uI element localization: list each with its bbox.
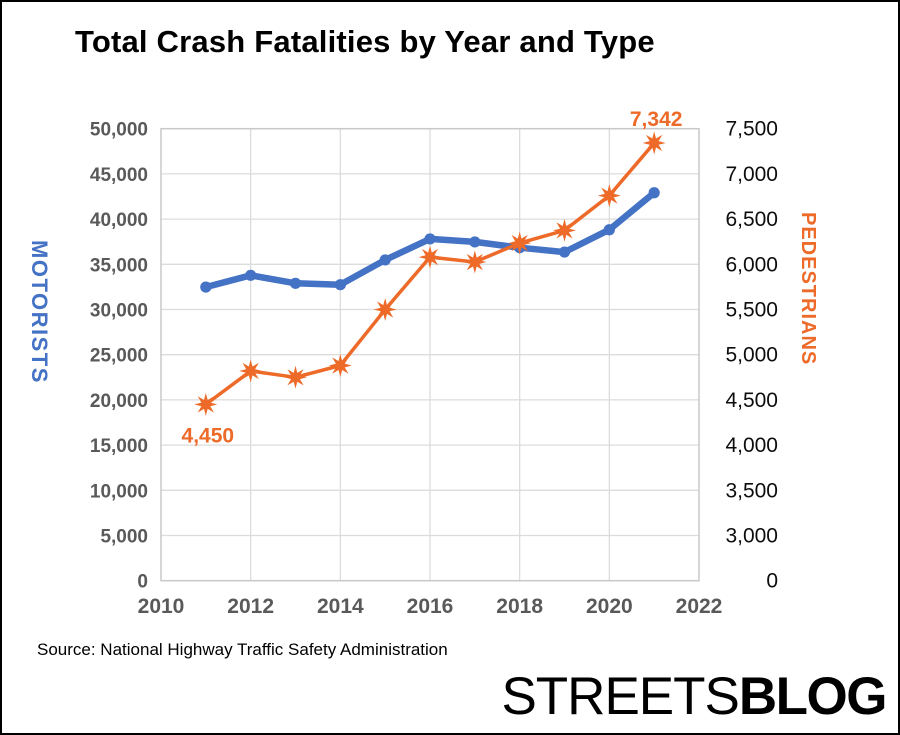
right-axis-tick: 0 xyxy=(766,570,778,593)
pedestrians-marker xyxy=(373,298,397,321)
right-axis-tick: 3,500 xyxy=(725,479,778,502)
right-axis-tick: 7,500 xyxy=(725,118,778,141)
left-axis-tick: 15,000 xyxy=(90,436,148,457)
streetsblog-logo: STREETSBLOG xyxy=(501,666,888,727)
right-axis-tick: 3,000 xyxy=(725,525,778,548)
left-axis-tick: 20,000 xyxy=(90,391,148,412)
source-note: Source: National Highway Traffic Safety … xyxy=(37,640,448,659)
pedestrians-marker xyxy=(418,245,442,269)
x-axis-tick: 2018 xyxy=(496,595,543,618)
plot-border xyxy=(160,127,700,582)
motorists-marker xyxy=(379,254,391,266)
right-axis-tick: 5,000 xyxy=(725,344,778,367)
motorists-marker xyxy=(469,236,481,248)
x-axis-tick: 2010 xyxy=(138,595,185,618)
pedestrians-marker xyxy=(328,354,352,377)
data-label-4450: 4,450 xyxy=(182,424,235,447)
right-axis-tick: 4,000 xyxy=(725,434,778,457)
right-axis-tick: 5,500 xyxy=(725,299,778,322)
chart-title: Total Crash Fatalities by Year and Type xyxy=(75,24,655,59)
x-axis-tick: 2016 xyxy=(407,595,454,618)
data-label-7342: 7,342 xyxy=(630,108,683,131)
x-axis-tick: 2022 xyxy=(676,595,723,618)
pedestrians-marker xyxy=(508,231,532,255)
right-axis-tick: 7,000 xyxy=(725,163,778,186)
left-axis-tick: 40,000 xyxy=(90,210,148,231)
right-axis-tick: 4,500 xyxy=(725,389,778,412)
left-axis-tick: 0 xyxy=(137,572,148,593)
left-axis-tick: 10,000 xyxy=(90,481,148,502)
x-axis-tick: 2014 xyxy=(317,595,364,618)
right-axis-tick: 6,500 xyxy=(725,208,778,231)
motorists-marker xyxy=(558,246,571,258)
logo-blog: BLOG xyxy=(738,667,888,726)
left-axis-tick: 50,000 xyxy=(90,120,148,141)
motorists-marker xyxy=(603,224,615,236)
pedestrians-marker xyxy=(463,250,487,274)
pedestrians-marker xyxy=(284,365,307,389)
motorists-marker xyxy=(424,233,436,245)
pedestrians-marker xyxy=(239,359,263,383)
left-axis-tick: 45,000 xyxy=(90,165,148,186)
pedestrians-marker xyxy=(553,218,576,242)
left-axis-tick: 35,000 xyxy=(90,255,148,276)
motorists-marker xyxy=(245,269,257,281)
left-axis-title: MOTORISTS xyxy=(27,240,52,384)
x-axis-tick: 2012 xyxy=(227,595,274,618)
motorists-marker xyxy=(289,277,302,289)
left-axis-tick: 5,000 xyxy=(100,527,148,548)
pedestrians-marker xyxy=(642,131,666,155)
pedestrians-marker xyxy=(597,184,621,208)
x-axis-tick: 2020 xyxy=(586,595,633,618)
right-axis-title: PEDESTRIANS xyxy=(797,212,819,366)
left-axis-tick: 25,000 xyxy=(90,346,148,367)
logo-streets: STREETS xyxy=(501,667,739,726)
motorists-marker xyxy=(334,279,346,291)
left-axis-tick: 30,000 xyxy=(90,301,148,322)
motorists-marker xyxy=(200,281,212,293)
pedestrians-marker xyxy=(194,392,218,416)
motorists-marker xyxy=(648,187,660,199)
right-axis-tick: 6,000 xyxy=(725,253,778,276)
